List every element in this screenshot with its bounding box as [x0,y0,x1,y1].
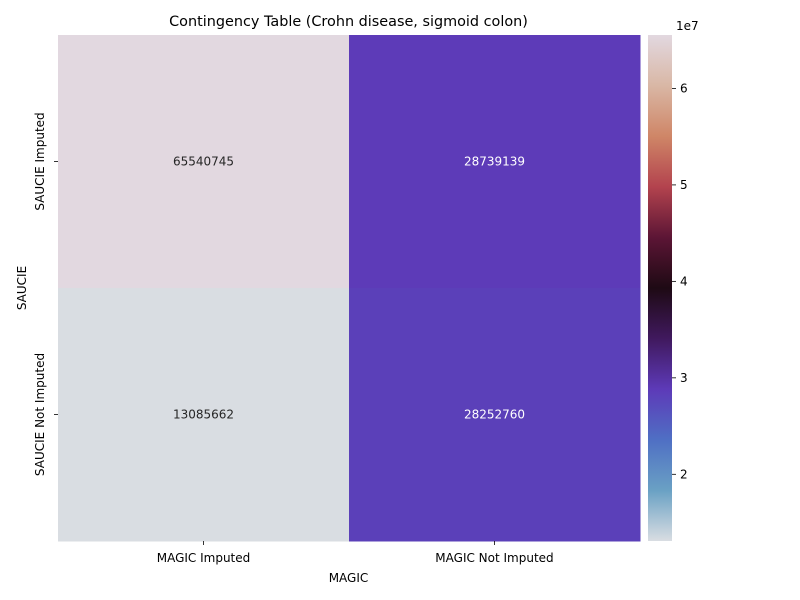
colorbar-tick-label: 5 [680,178,688,192]
cell-value-label: 65540745 [173,155,234,169]
heatmap-cell [349,288,641,542]
cell-value-label: 28252760 [464,408,525,422]
colorbar-tick-label: 6 [680,81,688,95]
x-tick-label: MAGIC Not Imputed [435,551,553,565]
heatmap-cells: 65540745 28739139 13085662 28252760 [58,35,641,542]
y-tick-label: SAUCIE Imputed [33,112,47,210]
cell-value-label: 13085662 [173,408,234,422]
chart-title: Contingency Table (Crohn disease, sigmoi… [169,14,528,30]
heatmap-cell [349,35,641,289]
colorbar-ticks: 2 3 4 5 6 [672,81,688,481]
colorbar-tick-label: 4 [680,274,688,288]
x-axis-label: MAGIC [329,571,369,585]
x-axis-ticks: MAGIC Imputed MAGIC Not Imputed [157,541,554,565]
y-axis-ticks: SAUCIE Imputed SAUCIE Not Imputed [33,112,58,476]
heatmap-cell [58,35,350,289]
colorbar-tick-label: 2 [680,467,688,481]
heatmap-cell [58,288,350,542]
x-tick-label: MAGIC Imputed [157,551,251,565]
cell-value-label: 28739139 [464,155,525,169]
y-axis-label: SAUCIE [15,266,29,310]
colorbar [648,35,672,541]
colorbar-multiplier: 1e7 [676,19,699,33]
y-tick-label: SAUCIE Not Imputed [33,353,47,476]
colorbar-tick-label: 3 [680,371,688,385]
